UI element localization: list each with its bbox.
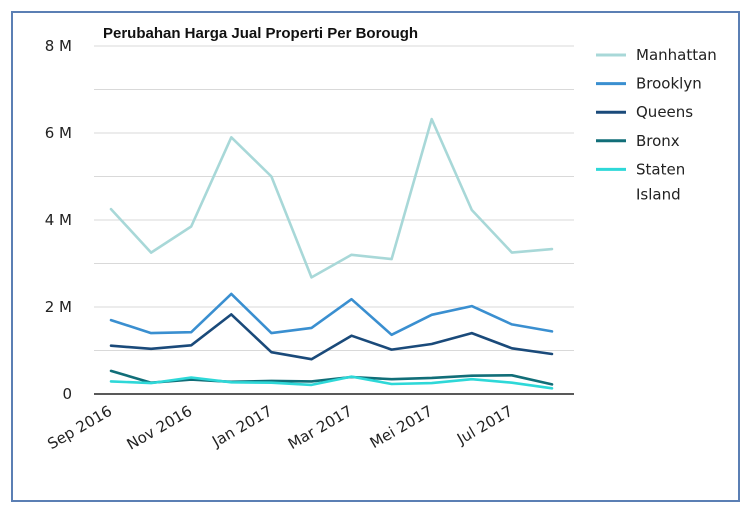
y-tick-label: 4 M xyxy=(45,211,72,229)
x-tick-label: Nov 2016 xyxy=(124,402,196,454)
series-lines xyxy=(109,117,554,390)
x-tick-label: Jul 2017 xyxy=(453,402,516,449)
grid-lines xyxy=(94,45,574,395)
x-tick-label: Jan 2017 xyxy=(208,402,275,451)
series-line-manhattan xyxy=(109,117,554,279)
legend-label-brooklyn: Brooklyn xyxy=(636,75,702,93)
y-tick-label: 6 M xyxy=(45,124,72,142)
x-axis-ticks: Sep 2016 Nov 2016 Jan 2017 Mar 2017 Mei 2017… xyxy=(44,402,516,454)
y-tick-label: 0 xyxy=(62,385,72,403)
x-tick-label: Sep 2016 xyxy=(44,402,115,453)
legend-label-bronx: Bronx xyxy=(636,132,680,150)
y-tick-label: 2 M xyxy=(45,298,72,316)
legend-label-queens: Queens xyxy=(636,103,693,121)
chart-title: Perubahan Harga Jual Properti Per Boroug… xyxy=(103,25,418,42)
legend-label-staten-island: Staten xyxy=(636,160,685,178)
legend-label-staten-island: Island xyxy=(636,185,681,203)
y-tick-label: 8 M xyxy=(45,37,72,55)
x-tick-label: Mar 2017 xyxy=(285,402,356,453)
x-tick-label: Mei 2017 xyxy=(367,402,436,452)
series-line-queens xyxy=(109,313,554,361)
y-axis-ticks: 0 2 M 4 M 6 M 8 M xyxy=(45,37,72,403)
legend-label-manhattan: Manhattan xyxy=(636,46,717,64)
legend: Manhattan Brooklyn Queens Bronx Staten Island xyxy=(596,46,717,203)
series-line-staten-island xyxy=(109,375,554,390)
series-line-brooklyn xyxy=(109,292,554,337)
series-line-bronx xyxy=(109,369,554,386)
